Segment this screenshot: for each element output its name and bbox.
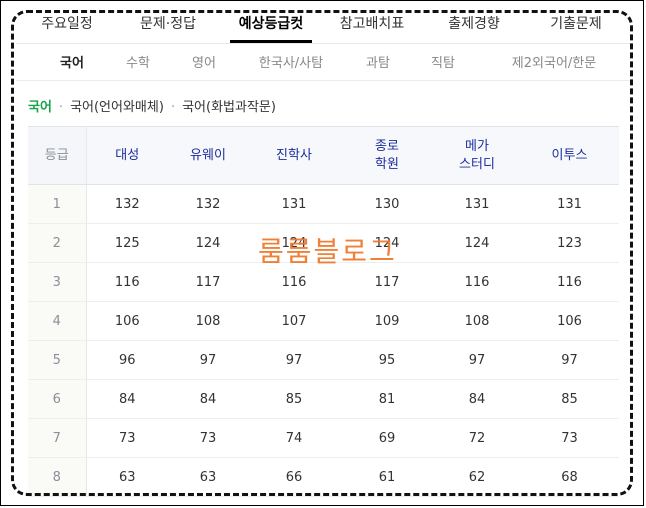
- grade-cell: 8: [28, 457, 87, 497]
- score-cell: 63: [86, 457, 168, 497]
- breadcrumb-current[interactable]: 국어: [28, 100, 52, 115]
- score-cell: 117: [168, 262, 248, 302]
- score-cell: 132: [168, 184, 248, 224]
- score-cell: 116: [434, 262, 520, 302]
- grade-cell: 1: [28, 184, 87, 224]
- grade-cell: 2: [28, 223, 87, 263]
- subject-tab-bar: 국어 수학 영어 한국사/사탐 과탐 직탐 제2외국어/한문: [16, 43, 630, 81]
- score-cell: 116: [86, 262, 168, 302]
- score-cell: 68: [520, 457, 619, 497]
- score-cell: 124: [248, 223, 340, 263]
- tab-questions-answers[interactable]: 문제·정답: [140, 16, 196, 32]
- score-cell: 73: [168, 418, 248, 458]
- breadcrumb-item-speech-writing[interactable]: 국어(화법과작문): [182, 100, 276, 115]
- score-cell: 116: [248, 262, 340, 302]
- score-cell: 107: [248, 301, 340, 341]
- score-cell: 130: [340, 184, 434, 224]
- subtab-science[interactable]: 과탐: [366, 56, 390, 71]
- score-cell: 97: [434, 340, 520, 380]
- table-row: 7 73 73 74 69 72 73: [28, 418, 619, 458]
- breadcrumb: 국어 · 국어(언어와매체) · 국어(화법과작문): [28, 96, 276, 115]
- subtab-second-language[interactable]: 제2외국어/한문: [511, 56, 597, 71]
- score-cell: 106: [520, 301, 619, 341]
- col-header-uway: 유웨이: [168, 126, 248, 185]
- score-cell: 97: [520, 340, 619, 380]
- score-cell: 66: [248, 457, 340, 497]
- score-cell: 85: [520, 379, 619, 419]
- table-row: 5 96 97 97 95 97 97: [28, 340, 619, 380]
- breadcrumb-separator: ·: [58, 100, 64, 115]
- subtab-vocational[interactable]: 직탐: [431, 56, 455, 71]
- table-row: 1 132 132 131 130 131 131: [28, 184, 619, 224]
- score-cell: 97: [168, 340, 248, 380]
- grade-cut-table: 등급 대성 유웨이 진학사 종로 학원 메가 스터디 이투스 1 132 132 13…: [28, 126, 619, 497]
- score-cell: 106: [86, 301, 168, 341]
- tab-exam-trends[interactable]: 출제경향: [448, 16, 500, 32]
- grade-cell: 5: [28, 340, 87, 380]
- breadcrumb-separator: ·: [170, 100, 176, 115]
- score-cell: 63: [168, 457, 248, 497]
- table-row: 3 116 117 116 117 116 116: [28, 262, 619, 302]
- table-row: 6 84 84 85 81 84 85: [28, 379, 619, 419]
- score-cell: 124: [434, 223, 520, 263]
- score-cell: 61: [340, 457, 434, 497]
- subtab-math[interactable]: 수학: [126, 56, 150, 71]
- grade-cell: 3: [28, 262, 87, 302]
- score-cell: 81: [340, 379, 434, 419]
- breadcrumb-item-language-media[interactable]: 국어(언어와매체): [70, 100, 164, 115]
- score-cell: 73: [86, 418, 168, 458]
- table-row: 2 125 124 124 124 124 123: [28, 223, 619, 263]
- score-cell: 72: [434, 418, 520, 458]
- score-cell: 62: [434, 457, 520, 497]
- main-tab-bar: 주요일정 문제·정답 예상등급컷 참고배치표 출제경향 기출문제: [16, 0, 630, 44]
- score-cell: 69: [340, 418, 434, 458]
- col-header-grade: 등급: [28, 126, 87, 185]
- col-header-jinhaksa: 진학사: [248, 126, 340, 185]
- score-cell: 109: [340, 301, 434, 341]
- subtab-history-social[interactable]: 한국사/사탐: [258, 56, 324, 71]
- col-header-jongro: 종로 학원: [340, 126, 434, 185]
- tab-placement-chart[interactable]: 참고배치표: [339, 16, 405, 32]
- score-cell: 124: [340, 223, 434, 263]
- score-cell: 74: [248, 418, 340, 458]
- tab-expected-grade-cut[interactable]: 예상등급컷: [238, 16, 304, 32]
- score-cell: 125: [86, 223, 168, 263]
- score-cell: 116: [520, 262, 619, 302]
- score-cell: 96: [86, 340, 168, 380]
- page-content: 주요일정 문제·정답 예상등급컷 참고배치표 출제경향 기출문제 국어 수학 영…: [16, 0, 630, 500]
- score-cell: 117: [340, 262, 434, 302]
- table-row: 8 63 63 66 61 62 68: [28, 457, 619, 497]
- score-cell: 131: [434, 184, 520, 224]
- active-tab-underline: [230, 40, 312, 43]
- score-cell: 85: [248, 379, 340, 419]
- score-cell: 131: [248, 184, 340, 224]
- col-header-megastudy: 메가 스터디: [434, 126, 520, 185]
- score-cell: 95: [340, 340, 434, 380]
- subtab-korean[interactable]: 국어: [60, 56, 84, 71]
- table-row: 4 106 108 107 109 108 106: [28, 301, 619, 341]
- grade-cell: 6: [28, 379, 87, 419]
- grade-cell: 4: [28, 301, 87, 341]
- table-header-row: 등급 대성 유웨이 진학사 종로 학원 메가 스터디 이투스: [28, 126, 619, 185]
- score-cell: 108: [434, 301, 520, 341]
- watermark-text: 룸룸블로그: [258, 235, 397, 268]
- score-cell: 132: [86, 184, 168, 224]
- grade-cell: 7: [28, 418, 87, 458]
- tab-past-exams[interactable]: 기출문제: [550, 16, 602, 32]
- score-cell: 97: [248, 340, 340, 380]
- score-cell: 84: [168, 379, 248, 419]
- tab-schedule[interactable]: 주요일정: [41, 16, 93, 32]
- col-header-etoos: 이투스: [520, 126, 619, 185]
- score-cell: 73: [520, 418, 619, 458]
- col-header-daesung: 대성: [86, 126, 168, 185]
- score-cell: 108: [168, 301, 248, 341]
- score-cell: 123: [520, 223, 619, 263]
- score-cell: 131: [520, 184, 619, 224]
- subtab-english[interactable]: 영어: [192, 56, 216, 71]
- score-cell: 84: [86, 379, 168, 419]
- score-cell: 84: [434, 379, 520, 419]
- score-cell: 124: [168, 223, 248, 263]
